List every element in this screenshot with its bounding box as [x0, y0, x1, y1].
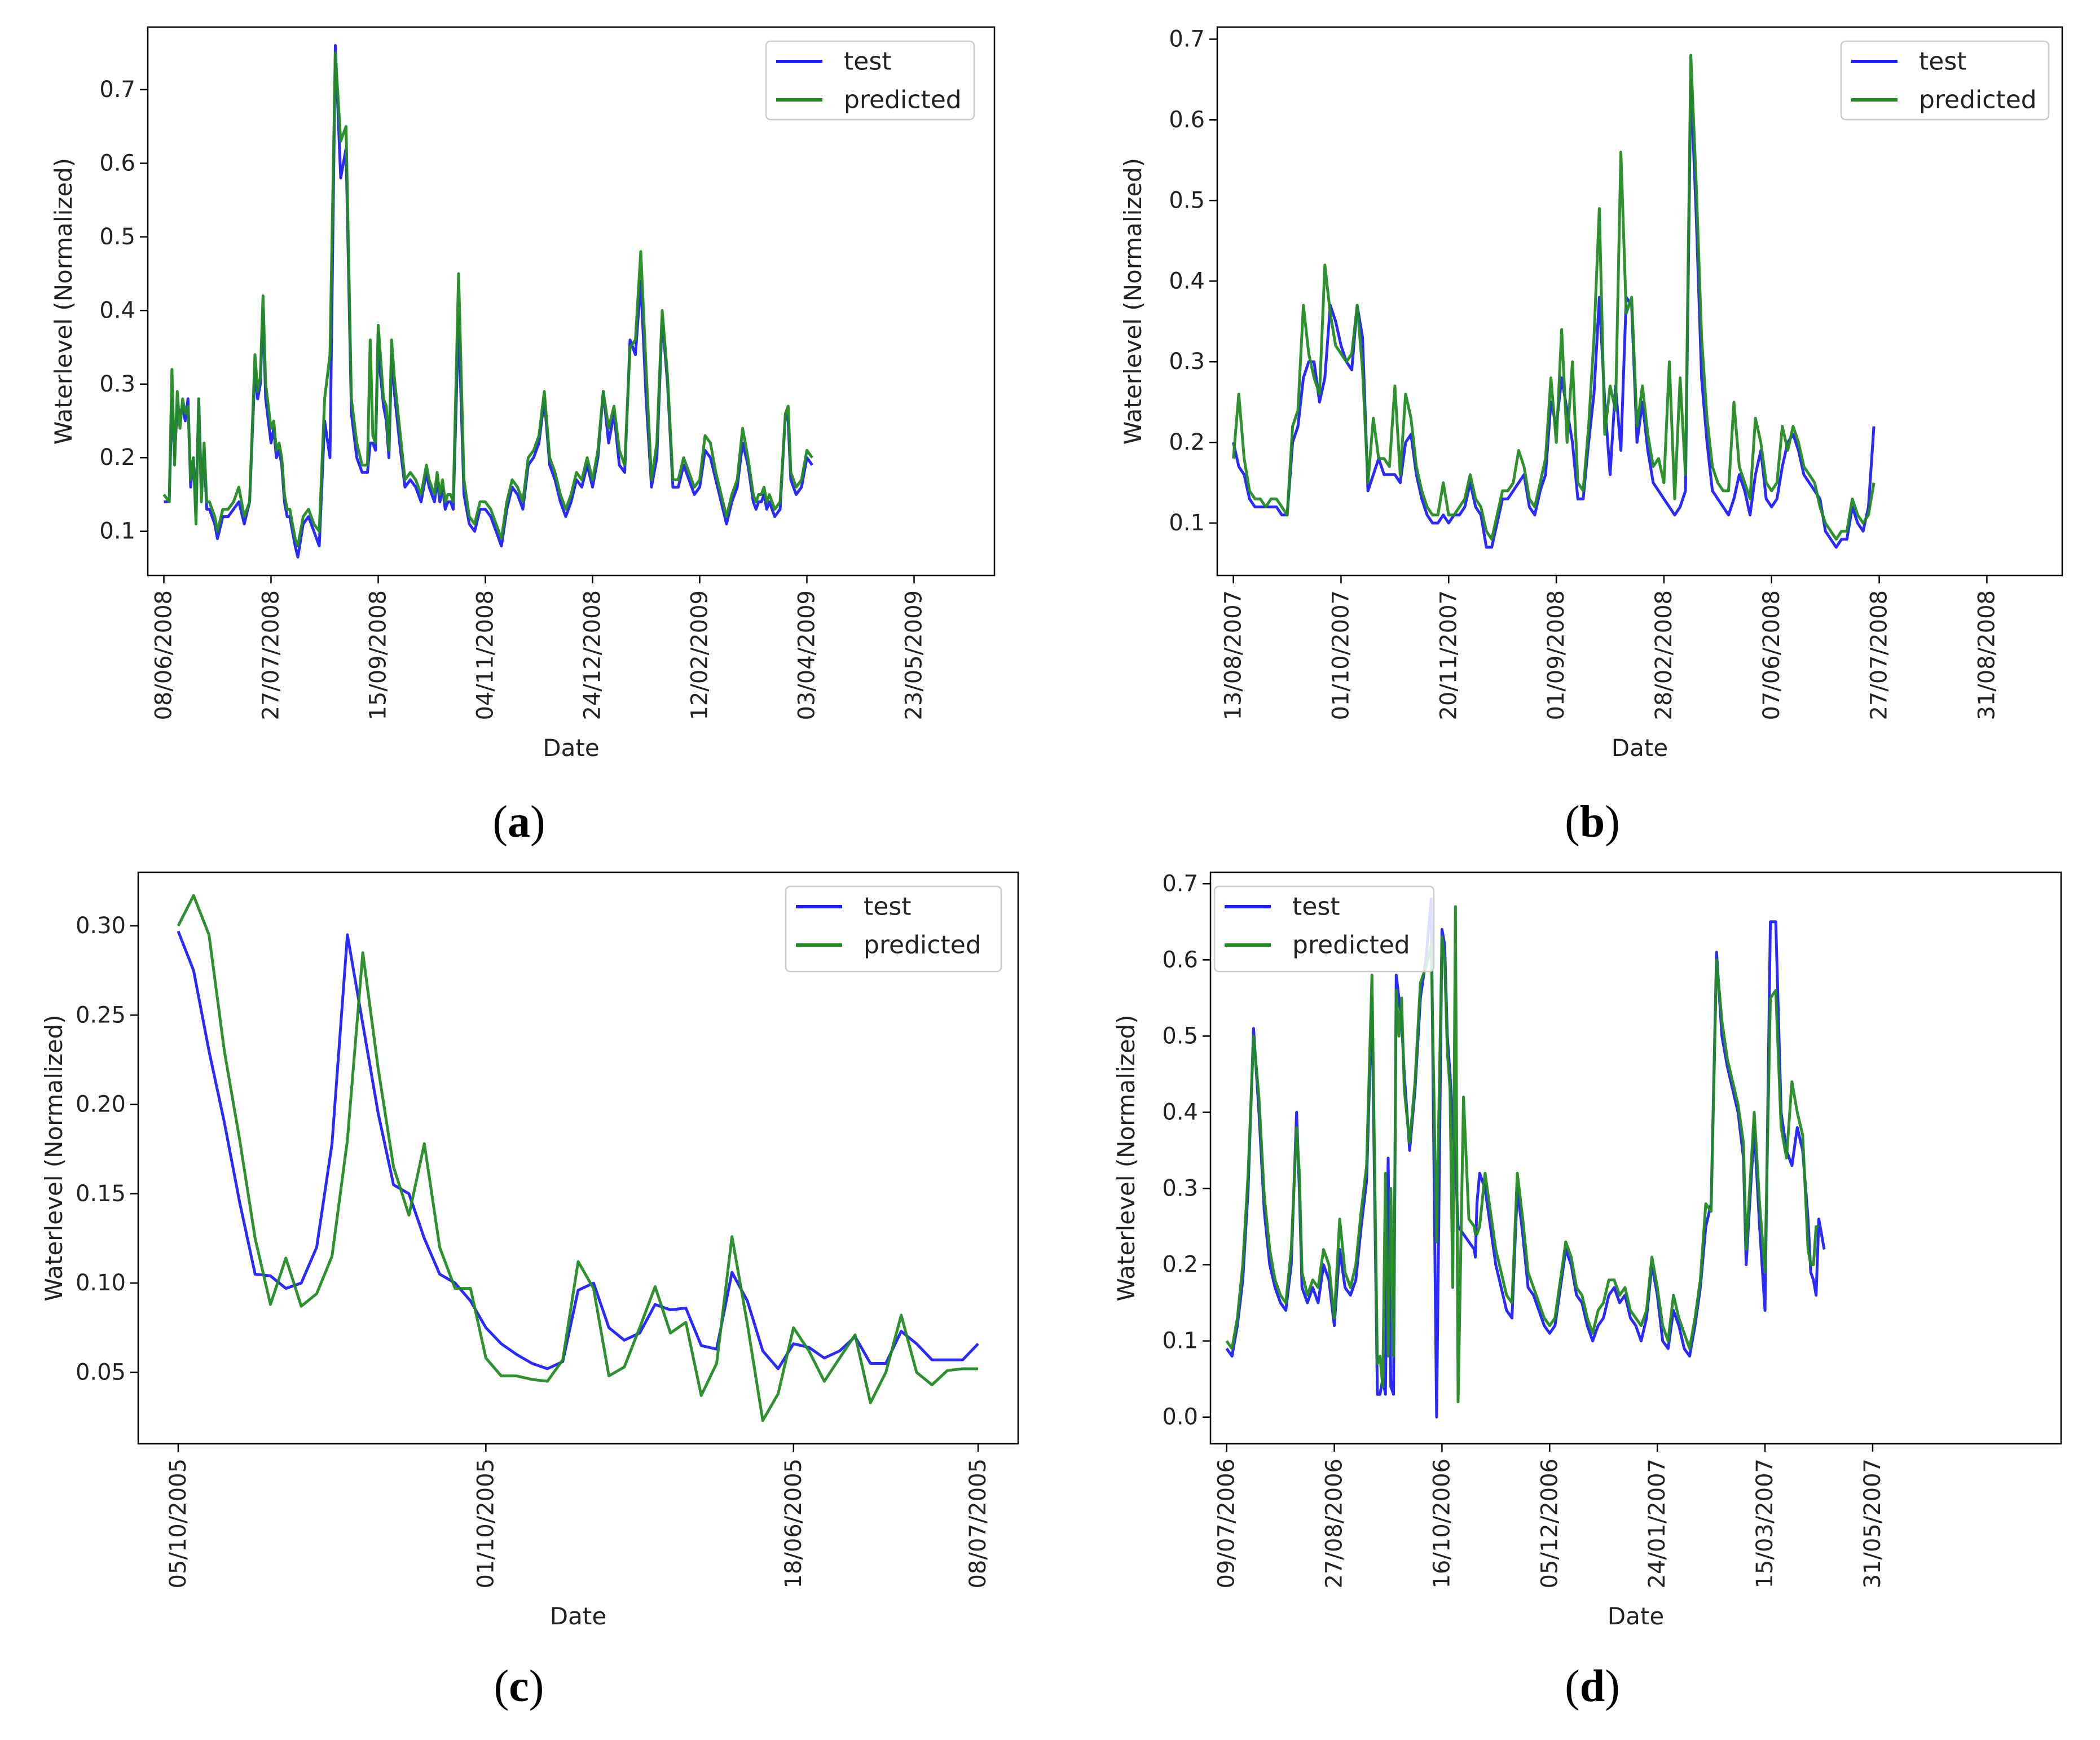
y-tick-label: 0.25 [76, 1002, 126, 1028]
legend-label-predicted: predicted [1919, 86, 2037, 115]
x-tick-label: 24/01/2007 [1644, 1458, 1670, 1589]
x-tick-label: 01/09/2008 [1543, 590, 1569, 720]
y-tick-label: 0.2 [1169, 429, 1205, 455]
y-axis-label: Waterlevel (Normalized) [40, 1014, 68, 1301]
x-tick-label: 24/12/2008 [580, 590, 606, 720]
y-tick-label: 0.4 [99, 297, 135, 323]
plot-frame [1216, 26, 2063, 577]
x-tick-label: 15/03/2007 [1752, 1458, 1778, 1589]
x-tick-label: 28/02/2008 [1651, 590, 1677, 720]
y-tick-label: 0.30 [76, 913, 126, 939]
caption-b: (b) [1565, 797, 1620, 847]
legend-label-predicted: predicted [1292, 931, 1410, 960]
series-line-predicted [1225, 905, 1819, 1404]
caption-a: (a) [492, 797, 545, 847]
y-tick-label: 0.20 [76, 1092, 126, 1118]
y-tick-label: 0.4 [1169, 268, 1205, 294]
x-tick-label: 08/06/2008 [151, 590, 177, 720]
series-line-predicted [1232, 54, 1876, 541]
panel-b: 0.1 0.2 0.3 0.4 0.5 0.6 0.7 13/08/2007 01/10/200… [1050, 0, 2100, 870]
y-tick-label: 0.10 [76, 1270, 126, 1296]
plot-frame [1209, 871, 2062, 1445]
legend-label-predicted: predicted [844, 86, 962, 115]
x-tick-label: 03/04/2009 [794, 590, 820, 720]
x-tick-label: 31/05/2007 [1860, 1458, 1886, 1589]
panel-d: 0.0 0.1 0.2 0.3 0.4 0.5 0.6 0.7 09/07/2006 27/08/… [1050, 870, 2100, 1740]
y-tick-label: 0.1 [1162, 1328, 1198, 1354]
x-tick-label: 27/07/2008 [1866, 590, 1892, 720]
y-tick-label: 0.5 [99, 224, 135, 250]
x-tick-label: 01/10/2005 [473, 1458, 499, 1589]
x-tick-label: 27/07/2008 [258, 590, 284, 720]
y-tick-label: 0.3 [1169, 349, 1205, 375]
x-tick-label: 12/02/2009 [687, 590, 713, 720]
chart-d: 0.0 0.1 0.2 0.3 0.4 0.5 0.6 0.7 09/07/2006 27/08/… [1112, 871, 2062, 1630]
y-tick-label: 0.3 [1162, 1176, 1198, 1202]
y-tick-label: 0.7 [1162, 871, 1198, 897]
y-tick-label: 0.7 [1169, 26, 1205, 52]
x-tick-label: 08/07/2005 [965, 1458, 991, 1589]
y-axis-label: Waterlevel (Normalized) [50, 158, 77, 445]
y-tick-label: 0.5 [1169, 187, 1205, 213]
y-tick-label: 0.0 [1162, 1404, 1198, 1430]
y-tick-label: 0.6 [99, 150, 135, 176]
plot-frame [147, 26, 996, 577]
y-tick-label: 0.1 [1169, 510, 1205, 536]
x-tick-label: 23/05/2009 [901, 590, 927, 720]
series-line-test [164, 44, 814, 559]
caption-d: (d) [1565, 1662, 1620, 1711]
x-tick-label: 31/08/2008 [1974, 590, 2000, 720]
plot-frame [137, 871, 1019, 1445]
panel-c: 0.05 0.10 0.15 0.20 0.25 0.30 05/10/2005 01/10/… [0, 870, 1050, 1740]
chart-b: 0.1 0.2 0.3 0.4 0.5 0.6 0.7 13/08/2007 01/10/200… [1119, 26, 2063, 762]
y-tick-label: 0.05 [76, 1359, 126, 1385]
y-tick-label: 0.2 [1162, 1252, 1198, 1278]
y-tick-label: 0.1 [99, 519, 135, 544]
x-tick-label: 04/11/2008 [473, 590, 499, 720]
legend-label-test: test [864, 893, 912, 921]
x-tick-label: 16/10/2006 [1429, 1458, 1455, 1589]
x-tick-label: 18/06/2005 [781, 1458, 807, 1589]
series-line-test [177, 930, 979, 1370]
x-tick-label: 05/10/2005 [165, 1458, 191, 1589]
chart-a: 0.1 0.2 0.3 0.4 0.5 0.6 0.7 08/06/2008 27/07/200… [50, 26, 996, 762]
y-tick-label: 0.7 [99, 77, 135, 103]
legend-label-test: test [1919, 47, 1967, 76]
legend-label-test: test [844, 47, 892, 76]
x-tick-label: 20/11/2007 [1436, 590, 1461, 720]
panel-a: 0.1 0.2 0.3 0.4 0.5 0.6 0.7 08/06/2008 27/07/200… [0, 0, 1050, 870]
x-tick-label: 27/08/2006 [1322, 1458, 1348, 1589]
y-tick-label: 0.6 [1162, 947, 1198, 973]
legend-label-test: test [1292, 893, 1340, 921]
y-tick-label: 0.2 [99, 445, 135, 471]
series-line-predicted [177, 894, 979, 1422]
x-tick-label: 15/09/2008 [366, 590, 391, 720]
series-line-predicted [162, 51, 814, 548]
x-tick-label: 01/10/2007 [1328, 590, 1354, 720]
y-tick-label: 0.3 [99, 371, 135, 397]
y-tick-label: 0.4 [1162, 1099, 1198, 1125]
x-axis-label: Date [1608, 1602, 1664, 1630]
y-tick-label: 0.5 [1162, 1023, 1198, 1049]
x-axis-label: Date [550, 1602, 606, 1630]
caption-c: (c) [494, 1662, 544, 1711]
x-axis-label: Date [543, 734, 599, 762]
x-tick-label: 07/06/2008 [1759, 590, 1785, 720]
y-tick-label: 0.6 [1169, 107, 1205, 133]
x-axis-label: Date [1612, 734, 1668, 762]
chart-c: 0.05 0.10 0.15 0.20 0.25 0.30 05/10/2005 01/10/… [40, 871, 1019, 1630]
y-axis-label: Waterlevel (Normalized) [1119, 158, 1147, 445]
y-axis-label: Waterlevel (Normalized) [1112, 1014, 1140, 1301]
series-line-test [1225, 897, 1826, 1419]
y-tick-label: 0.15 [76, 1181, 126, 1207]
x-tick-label: 13/08/2007 [1221, 590, 1247, 720]
x-tick-label: 09/07/2006 [1214, 1458, 1240, 1589]
x-tick-label: 05/12/2006 [1537, 1458, 1562, 1589]
legend-label-predicted: predicted [864, 931, 981, 960]
